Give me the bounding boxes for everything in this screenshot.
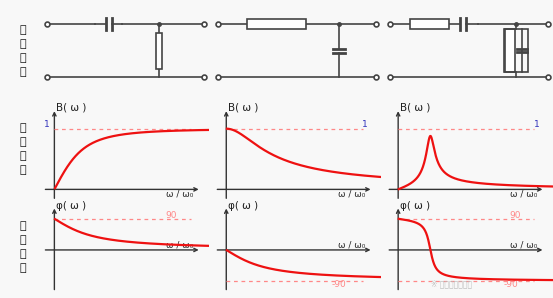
Text: -90: -90: [332, 280, 346, 289]
Text: φ( ω ): φ( ω ): [56, 201, 86, 211]
Text: 幅
频
特
性: 幅 频 特 性: [19, 123, 26, 175]
Text: B( ω ): B( ω ): [228, 102, 258, 112]
Bar: [505, 29, 515, 72]
Text: 90: 90: [510, 211, 521, 220]
Text: 相
频
特
性: 相 频 特 性: [19, 221, 26, 273]
Bar: [247, 19, 306, 29]
Text: φ( ω ): φ( ω ): [228, 201, 258, 211]
Text: ω / ω₀: ω / ω₀: [166, 240, 193, 249]
Text: ω / ω₀: ω / ω₀: [510, 240, 537, 249]
Text: ω / ω₀: ω / ω₀: [166, 190, 193, 199]
Text: 1: 1: [534, 120, 539, 129]
Text: ω / ω₀: ω / ω₀: [510, 190, 537, 199]
Text: 1: 1: [44, 120, 50, 129]
Text: φ( ω ): φ( ω ): [400, 201, 430, 211]
Text: ω / ω₀: ω / ω₀: [338, 240, 365, 249]
Bar: [156, 33, 162, 69]
Bar: [410, 19, 449, 29]
Text: ※ 电子工程学习圈: ※ 电子工程学习圈: [431, 279, 472, 288]
Bar: [504, 29, 528, 72]
Text: B( ω ): B( ω ): [56, 102, 86, 112]
Text: 1: 1: [362, 120, 368, 129]
Text: ω / ω₀: ω / ω₀: [338, 190, 365, 199]
Text: B( ω ): B( ω ): [400, 102, 430, 112]
Text: 电
路
组
态: 电 路 组 态: [19, 25, 26, 77]
Text: -90: -90: [503, 280, 518, 289]
Text: 90: 90: [166, 211, 178, 220]
